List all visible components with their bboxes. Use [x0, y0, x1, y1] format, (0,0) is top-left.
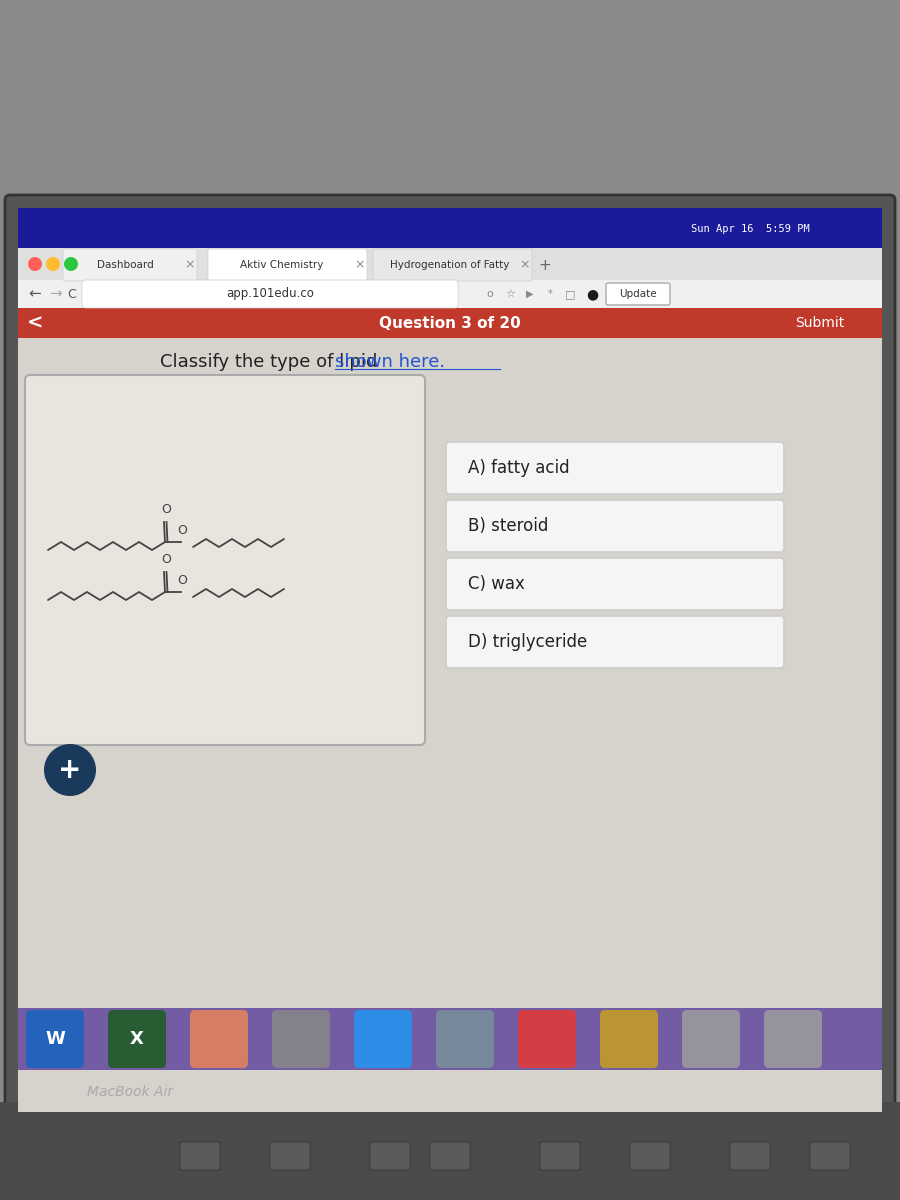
Circle shape	[28, 257, 42, 271]
Text: ×: ×	[355, 258, 365, 271]
FancyBboxPatch shape	[190, 1010, 248, 1068]
Text: C) wax: C) wax	[468, 575, 525, 593]
Text: app.101edu.co: app.101edu.co	[226, 288, 314, 300]
FancyBboxPatch shape	[430, 1142, 470, 1170]
Text: Update: Update	[619, 289, 657, 299]
FancyBboxPatch shape	[82, 280, 458, 308]
Text: O: O	[177, 574, 187, 587]
FancyBboxPatch shape	[682, 1010, 740, 1068]
FancyBboxPatch shape	[600, 1010, 658, 1068]
Text: ×: ×	[520, 258, 530, 271]
FancyBboxPatch shape	[810, 1142, 850, 1170]
FancyBboxPatch shape	[18, 248, 882, 280]
Text: W: W	[45, 1030, 65, 1048]
FancyBboxPatch shape	[18, 338, 882, 1112]
FancyBboxPatch shape	[270, 1142, 310, 1170]
Text: Sun Apr 16  5:59 PM: Sun Apr 16 5:59 PM	[690, 224, 809, 234]
FancyBboxPatch shape	[630, 1142, 670, 1170]
FancyBboxPatch shape	[108, 1010, 166, 1068]
FancyBboxPatch shape	[446, 442, 784, 494]
Text: MacBook Air: MacBook Air	[87, 1085, 173, 1099]
Text: D) triglyceride: D) triglyceride	[468, 634, 587, 650]
FancyBboxPatch shape	[370, 1142, 410, 1170]
FancyBboxPatch shape	[272, 1010, 330, 1068]
FancyBboxPatch shape	[446, 500, 784, 552]
FancyBboxPatch shape	[180, 1142, 220, 1170]
Text: Hydrogenation of Fatty: Hydrogenation of Fatty	[391, 260, 509, 270]
Text: +: +	[538, 258, 552, 272]
Circle shape	[46, 257, 60, 271]
Text: shown here.: shown here.	[335, 353, 446, 371]
FancyBboxPatch shape	[446, 616, 784, 668]
FancyBboxPatch shape	[18, 1008, 882, 1070]
Text: ▶: ▶	[526, 289, 534, 299]
Circle shape	[44, 744, 96, 796]
FancyBboxPatch shape	[18, 308, 882, 338]
FancyBboxPatch shape	[764, 1010, 822, 1068]
FancyBboxPatch shape	[25, 374, 425, 745]
FancyBboxPatch shape	[26, 1010, 84, 1068]
FancyBboxPatch shape	[730, 1142, 770, 1170]
Text: Question 3 of 20: Question 3 of 20	[379, 316, 521, 330]
FancyBboxPatch shape	[18, 208, 882, 250]
FancyBboxPatch shape	[208, 248, 367, 281]
FancyBboxPatch shape	[446, 558, 784, 610]
FancyBboxPatch shape	[18, 208, 882, 1112]
Text: ←: ←	[29, 287, 41, 301]
FancyBboxPatch shape	[5, 194, 895, 1126]
Text: O: O	[177, 524, 187, 538]
FancyBboxPatch shape	[373, 248, 532, 281]
Text: ×: ×	[184, 258, 195, 271]
FancyBboxPatch shape	[354, 1010, 412, 1068]
Text: B) steroid: B) steroid	[468, 517, 548, 535]
Text: O: O	[161, 503, 171, 516]
Circle shape	[64, 257, 78, 271]
Text: O: O	[161, 553, 171, 566]
Text: →: →	[49, 287, 61, 301]
FancyBboxPatch shape	[0, 1102, 900, 1200]
FancyBboxPatch shape	[518, 1010, 576, 1068]
Text: ☆: ☆	[505, 289, 515, 299]
Text: o: o	[487, 289, 493, 299]
Text: Classify the type of lipid: Classify the type of lipid	[160, 353, 383, 371]
FancyBboxPatch shape	[436, 1010, 494, 1068]
Text: Dashboard: Dashboard	[96, 260, 153, 270]
FancyBboxPatch shape	[606, 283, 670, 305]
Text: ●: ●	[586, 287, 598, 301]
Text: C: C	[68, 288, 76, 300]
Text: +: +	[58, 756, 82, 784]
Text: *: *	[547, 289, 553, 299]
Text: <: <	[27, 313, 43, 332]
Text: Aktiv Chemistry: Aktiv Chemistry	[240, 260, 324, 270]
FancyBboxPatch shape	[540, 1142, 580, 1170]
Text: □: □	[565, 289, 575, 299]
Text: Submit: Submit	[796, 316, 844, 330]
FancyBboxPatch shape	[18, 280, 882, 308]
Text: A) fatty acid: A) fatty acid	[468, 458, 570, 476]
Text: X: X	[130, 1030, 144, 1048]
FancyBboxPatch shape	[63, 248, 197, 281]
